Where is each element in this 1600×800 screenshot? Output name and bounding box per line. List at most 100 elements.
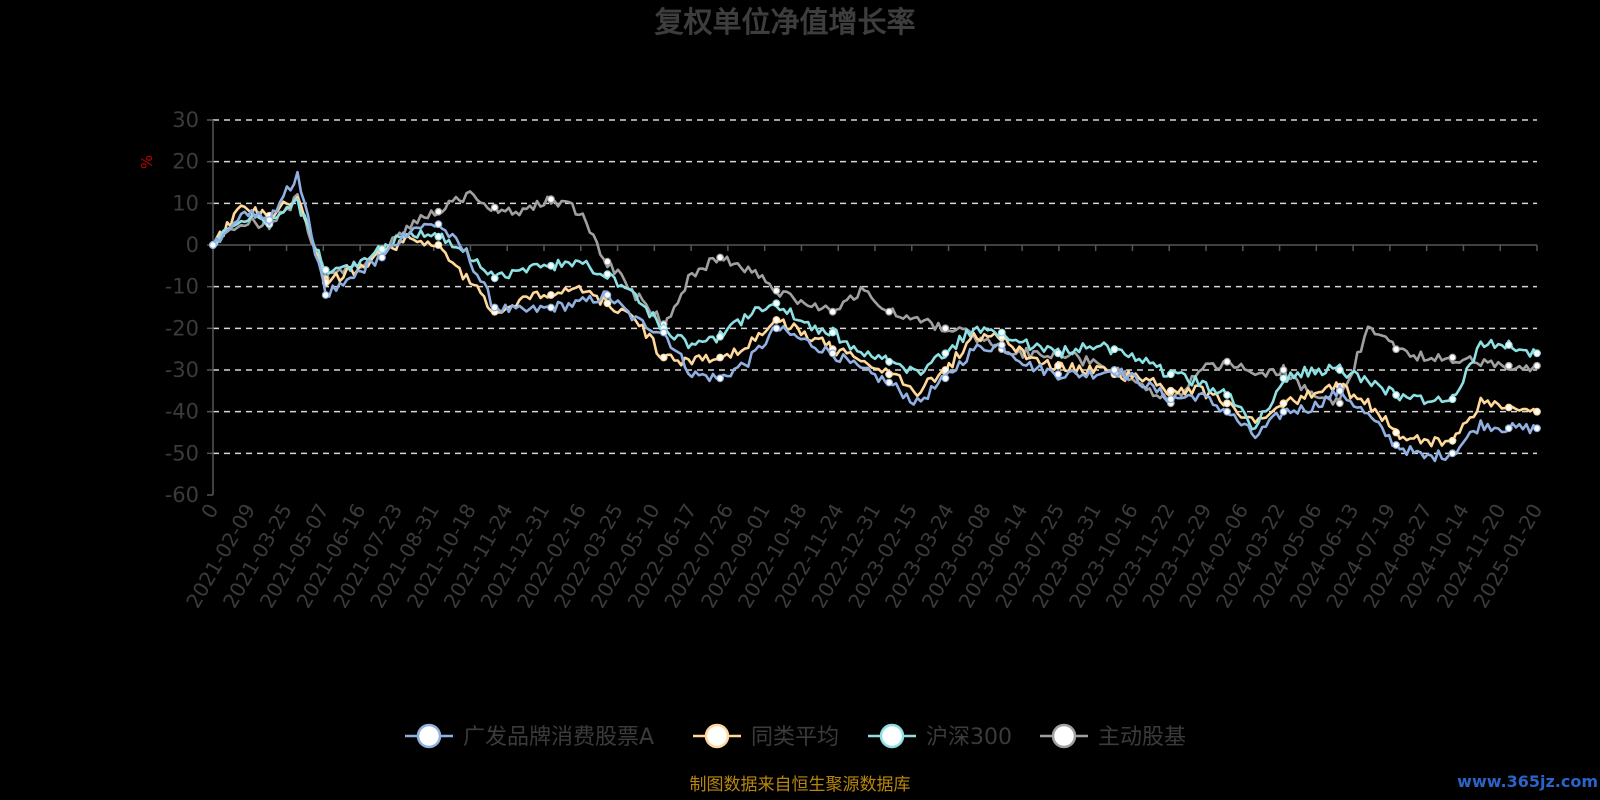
data-point bbox=[434, 220, 443, 229]
data-point bbox=[1223, 407, 1231, 416]
series-line bbox=[211, 195, 1538, 448]
data-point bbox=[1110, 345, 1119, 354]
y-axis-unit: % bbox=[138, 155, 156, 169]
x-tick-label: 0 bbox=[196, 500, 223, 523]
y-tick-label: 10 bbox=[172, 191, 199, 215]
data-source-note: 制图数据来自恒生聚源数据库 bbox=[690, 775, 911, 795]
data-point bbox=[1448, 449, 1457, 458]
data-point bbox=[1279, 407, 1288, 416]
data-point bbox=[716, 353, 724, 362]
watermark: www.365jz.com bbox=[1457, 772, 1598, 791]
data-point bbox=[1533, 424, 1541, 433]
data-point bbox=[941, 374, 950, 383]
legend-label: 同类平均 bbox=[751, 725, 839, 750]
data-point bbox=[1533, 407, 1541, 416]
chart-title: 复权单位净值增长率 bbox=[654, 5, 915, 39]
legend-item[interactable]: 广发品牌消费股票A bbox=[405, 723, 654, 750]
data-point bbox=[1392, 391, 1400, 399]
data-point bbox=[941, 349, 950, 358]
data-point bbox=[547, 195, 555, 204]
legend-label: 广发品牌消费股票A bbox=[463, 725, 654, 750]
data-point bbox=[265, 216, 274, 224]
data-point bbox=[1448, 436, 1457, 445]
y-axis: 30 20 10 0 -10 -20 -30 -40 -50 -60 bbox=[165, 108, 214, 507]
data-point bbox=[1533, 361, 1541, 370]
legend-item[interactable]: 沪深300 bbox=[868, 723, 1012, 750]
data-point bbox=[1054, 361, 1062, 370]
legend-label: 主动股基 bbox=[1098, 725, 1186, 750]
data-point bbox=[1166, 370, 1175, 379]
data-point bbox=[209, 241, 217, 249]
data-point bbox=[1335, 399, 1344, 408]
data-point bbox=[772, 286, 781, 295]
data-point bbox=[1223, 399, 1231, 408]
data-point bbox=[941, 324, 950, 333]
data-point bbox=[828, 349, 837, 358]
data-point bbox=[659, 353, 668, 362]
data-point bbox=[1166, 395, 1175, 404]
data-point bbox=[1448, 395, 1457, 404]
y-tick-label: 20 bbox=[172, 150, 199, 174]
data-point bbox=[1054, 349, 1062, 358]
data-point bbox=[1392, 345, 1400, 354]
data-point bbox=[1223, 357, 1231, 366]
data-point bbox=[828, 307, 837, 316]
data-point bbox=[716, 374, 724, 383]
y-tick-label: 0 bbox=[186, 233, 199, 257]
data-point bbox=[490, 274, 499, 283]
data-point bbox=[434, 207, 443, 216]
series-lines bbox=[209, 170, 1541, 463]
data-point bbox=[1054, 370, 1062, 379]
data-point bbox=[1504, 361, 1513, 370]
data-point bbox=[885, 370, 893, 379]
data-point bbox=[603, 270, 612, 279]
data-point bbox=[1279, 374, 1288, 383]
data-point bbox=[490, 203, 499, 212]
data-point bbox=[1533, 349, 1541, 358]
data-point bbox=[321, 266, 330, 274]
data-point bbox=[1335, 386, 1344, 395]
data-point bbox=[1223, 391, 1231, 399]
data-point bbox=[885, 378, 893, 387]
y-tick-label: 30 bbox=[172, 108, 199, 132]
data-point bbox=[828, 328, 837, 337]
legend-item[interactable]: 主动股基 bbox=[1040, 723, 1186, 750]
data-point bbox=[1504, 424, 1513, 433]
data-point bbox=[547, 291, 555, 299]
y-tick-label: -30 bbox=[165, 358, 199, 382]
data-point bbox=[1504, 341, 1513, 349]
y-tick-label: -10 bbox=[165, 275, 199, 299]
legend-marker-icon bbox=[704, 723, 730, 749]
legend[interactable]: 广发品牌消费股票A 同类平均 沪深300 主动股基 bbox=[405, 723, 1186, 750]
legend-marker-icon bbox=[416, 723, 442, 749]
data-point bbox=[772, 299, 781, 308]
data-point bbox=[1110, 366, 1119, 374]
data-point bbox=[1392, 428, 1400, 437]
y-tick-label: -20 bbox=[165, 316, 199, 340]
data-point bbox=[434, 232, 443, 241]
data-point bbox=[603, 291, 612, 299]
legend-marker-icon bbox=[1051, 723, 1077, 749]
data-point bbox=[490, 303, 499, 312]
data-point bbox=[378, 253, 386, 262]
data-point bbox=[1279, 366, 1288, 374]
data-point bbox=[1392, 441, 1400, 449]
data-point bbox=[885, 307, 893, 316]
data-point bbox=[1166, 386, 1175, 395]
data-point bbox=[997, 328, 1006, 337]
data-point bbox=[716, 332, 724, 341]
data-point bbox=[1448, 353, 1457, 362]
y-tick-label: -60 bbox=[165, 483, 199, 507]
data-point bbox=[1279, 399, 1288, 408]
series-line bbox=[212, 197, 1538, 431]
data-point bbox=[659, 328, 668, 337]
y-tick-label: -40 bbox=[165, 400, 199, 424]
legend-item[interactable]: 同类平均 bbox=[693, 723, 839, 750]
series-line bbox=[211, 170, 1538, 463]
data-point bbox=[547, 303, 555, 312]
data-point bbox=[772, 316, 781, 324]
x-axis: 02021-02-092021-03-252021-05-072021-06-1… bbox=[181, 244, 1547, 612]
data-point bbox=[378, 245, 386, 254]
data-point bbox=[603, 257, 612, 266]
data-point bbox=[1504, 403, 1513, 412]
